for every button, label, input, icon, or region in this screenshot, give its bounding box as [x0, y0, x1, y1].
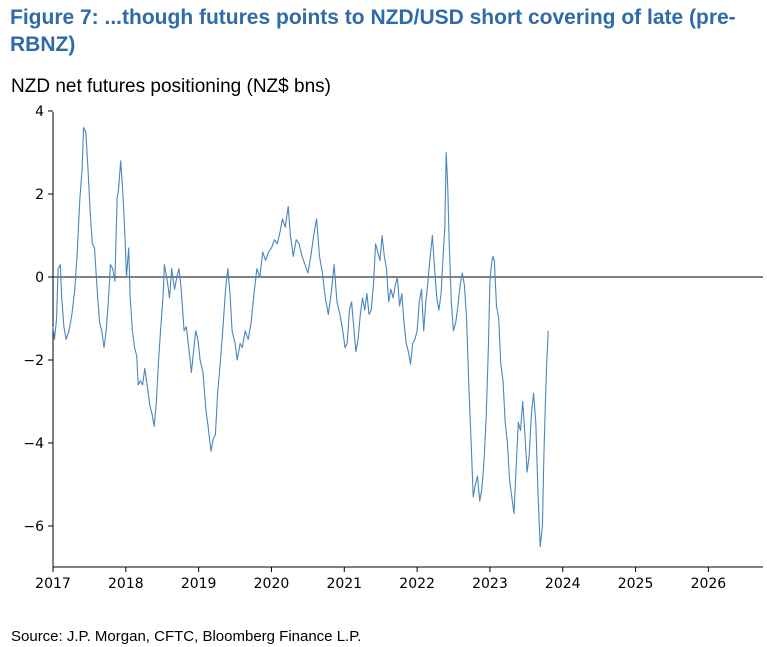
x-tick-label: 2020: [254, 576, 290, 592]
y-tick-label: 4: [35, 104, 44, 120]
x-tick-label: 2023: [472, 576, 508, 592]
x-tick-label: 2021: [326, 576, 362, 592]
y-tick-label: −4: [23, 436, 44, 452]
y-tick-label: −2: [23, 353, 44, 369]
x-tick-label: 2017: [35, 576, 71, 592]
chart-plot: 420−2−4−6 2017 2018 2019 2020 2021 2022 2023 20…: [23, 104, 763, 592]
y-tick-label: 2: [35, 187, 44, 203]
x-tick-label: 2024: [545, 576, 581, 592]
chart-subtitle: NZD net futures positioning (NZ$ bns): [11, 76, 331, 97]
source-note: Source: J.P. Morgan, CFTC, Bloomberg Fin…: [11, 628, 362, 645]
x-tick-label: 2022: [399, 576, 435, 592]
x-tick-label: 2026: [691, 576, 727, 592]
x-tick-label: 2019: [181, 576, 217, 592]
x-tick-label: 2025: [618, 576, 654, 592]
series-line-0: [52, 127, 549, 548]
series-group: [52, 127, 549, 548]
x-tick-label: 2018: [108, 576, 144, 592]
x-axis-ticks: 2017 2018 2019 2020 2021 2022 2023 2024 2025 2026: [35, 567, 726, 592]
y-axis-ticks: 4 2 0 −2 −4 −6: [23, 104, 53, 535]
figure-title: Figure 7: ...though futures points to NZ…: [10, 6, 736, 56]
y-tick-label: −6: [23, 519, 44, 535]
y-tick-label: 0: [35, 270, 44, 286]
